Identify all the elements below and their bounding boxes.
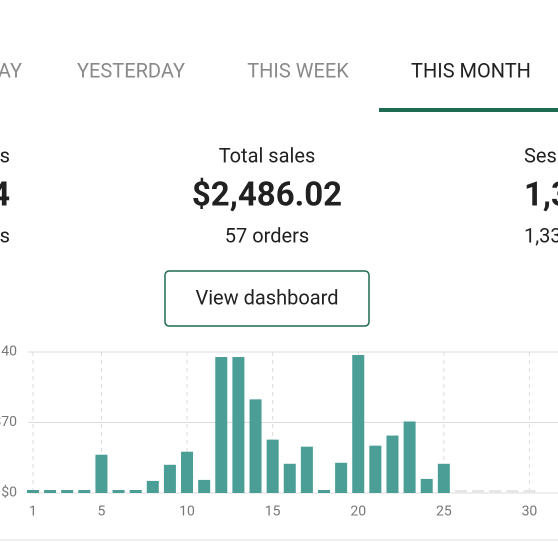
x-tick-label: 5 [98,504,106,520]
y-tick-label: $0 [1,484,17,501]
stat-label: Ses [524,143,557,167]
stat-value: 4 [0,176,10,215]
bar [283,463,296,493]
placeholder-bar [454,490,467,493]
stat-detail: 1,33 [524,223,558,247]
bar [44,490,57,493]
bar [352,355,365,493]
stat-label: Total sales [219,143,316,167]
stat-value: 1,3 [524,176,558,215]
x-tick-label: 15 [265,504,281,520]
stat-label: s [0,143,10,167]
x-tick-label: 20 [350,504,366,520]
stat-value: $2,486.02 [192,176,342,215]
bar [129,490,142,493]
bar [215,357,228,493]
tab[interactable]: THIS MONTH [411,58,531,82]
bar [249,399,262,493]
bar [266,439,279,493]
button-label[interactable]: View dashboard [195,285,338,309]
bar [300,446,313,493]
x-tick-label: 30 [522,504,538,520]
bar [198,479,211,493]
bar [61,490,74,493]
y-tick-label: $70 [0,413,17,430]
x-tick-label: 1 [29,504,37,520]
bar [335,462,348,493]
dashboard-button[interactable] [164,270,370,327]
bar [95,454,108,493]
placeholder-bar [506,490,519,493]
bar [146,480,159,493]
y-tick-label: $140 [0,343,17,360]
stat-detail: 57 orders [225,223,309,247]
placeholder-bar [489,490,502,493]
bar [26,490,39,493]
tab[interactable]: AY [0,58,22,82]
x-tick-label: 10 [179,504,195,520]
stat-detail: s [0,223,10,247]
x-tick-label: 25 [436,504,452,520]
bar [386,435,399,493]
tab[interactable]: THIS WEEK [247,58,349,82]
bar [437,463,450,493]
bar [163,464,176,493]
bar [232,357,245,493]
bar [420,478,433,493]
bar [181,451,194,493]
placeholder-bar [472,490,485,493]
placeholder-bar [523,490,536,493]
bar [78,490,91,493]
tab-underline [379,108,558,112]
bar [369,445,382,493]
bar [318,490,330,493]
bar [112,490,125,493]
bar [403,421,416,493]
tab[interactable]: YESTERDAY [77,58,185,82]
